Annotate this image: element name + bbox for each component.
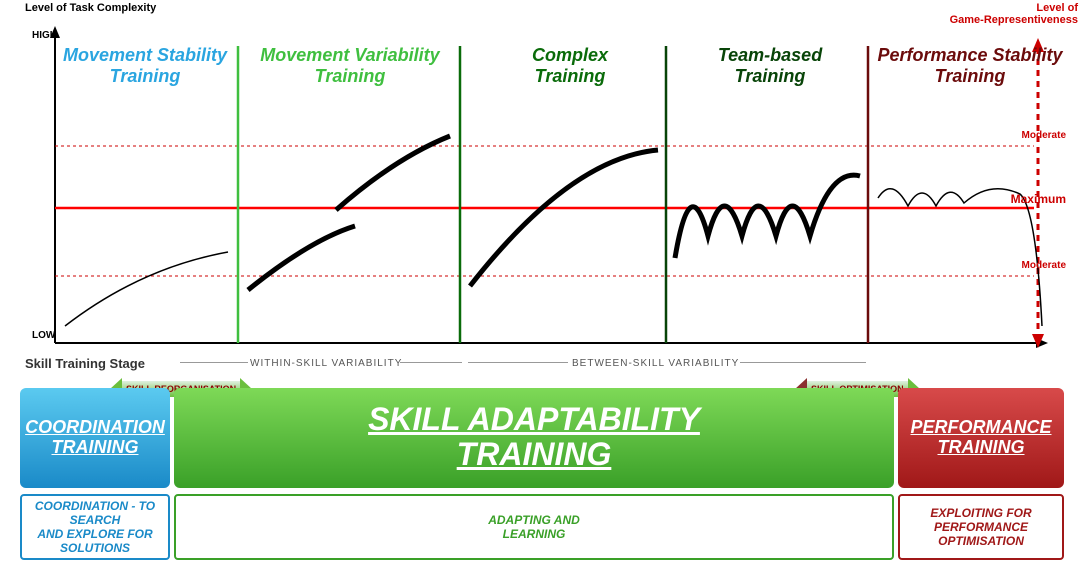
between-var-line-r [740, 362, 866, 363]
band-performance: PERFORMANCE TRAINING [898, 388, 1064, 488]
band-sub-0: TRAINING [52, 437, 139, 458]
y-high: HIGH [32, 30, 57, 41]
band-title-0: COORDINATION [25, 418, 165, 437]
right-maximum: Maximum [1011, 192, 1066, 206]
within-var-line-r [400, 362, 462, 363]
between-var-line-l [468, 362, 568, 363]
stage-header-2: Complex Training [490, 45, 650, 87]
stage-header-4: Performance Stability Training [870, 45, 1070, 87]
stage-header-1: Movement Variability Training [245, 45, 455, 87]
skill-stage-label: Skill Training Stage [25, 356, 145, 371]
right-axis-label: Level of Game-Representiveness [950, 2, 1078, 26]
bottom-box-0: COORDINATION - TO SEARCH AND EXPLORE FOR… [20, 494, 170, 560]
y-low: LOW [32, 330, 55, 341]
band-title-2: PERFORMANCE [910, 418, 1051, 437]
band-sub-1: TRAINING [457, 436, 612, 473]
right-moderate-bot: Moderate [1022, 260, 1066, 271]
bottom-box-1: ADAPTING AND LEARNING [174, 494, 894, 560]
band-sub-2: TRAINING [938, 437, 1025, 458]
within-var-label: WITHIN-SKILL VARIABILITY [250, 358, 402, 369]
bottom-box-2: EXPLOITING FOR PERFORMANCE OPTIMISATION [898, 494, 1064, 560]
band-title-1: SKILL ADAPTABILITY [368, 403, 700, 437]
band-adaptability: SKILL ADAPTABILITY TRAINING [174, 388, 894, 488]
y-axis-label: Level of Task Complexity [25, 2, 156, 14]
stage-header-3: Team-based Training [680, 45, 860, 87]
within-var-line-l [180, 362, 248, 363]
stage-header-0: Movement Stability Training [60, 45, 230, 87]
between-var-label: BETWEEN-SKILL VARIABILITY [572, 358, 739, 369]
right-moderate-top: Moderate [1022, 130, 1066, 141]
band-coordination: COORDINATION TRAINING [20, 388, 170, 488]
bottom-row: COORDINATION - TO SEARCH AND EXPLORE FOR… [20, 494, 1064, 560]
band-row: COORDINATION TRAINING SKILL ADAPTABILITY… [20, 388, 1064, 488]
